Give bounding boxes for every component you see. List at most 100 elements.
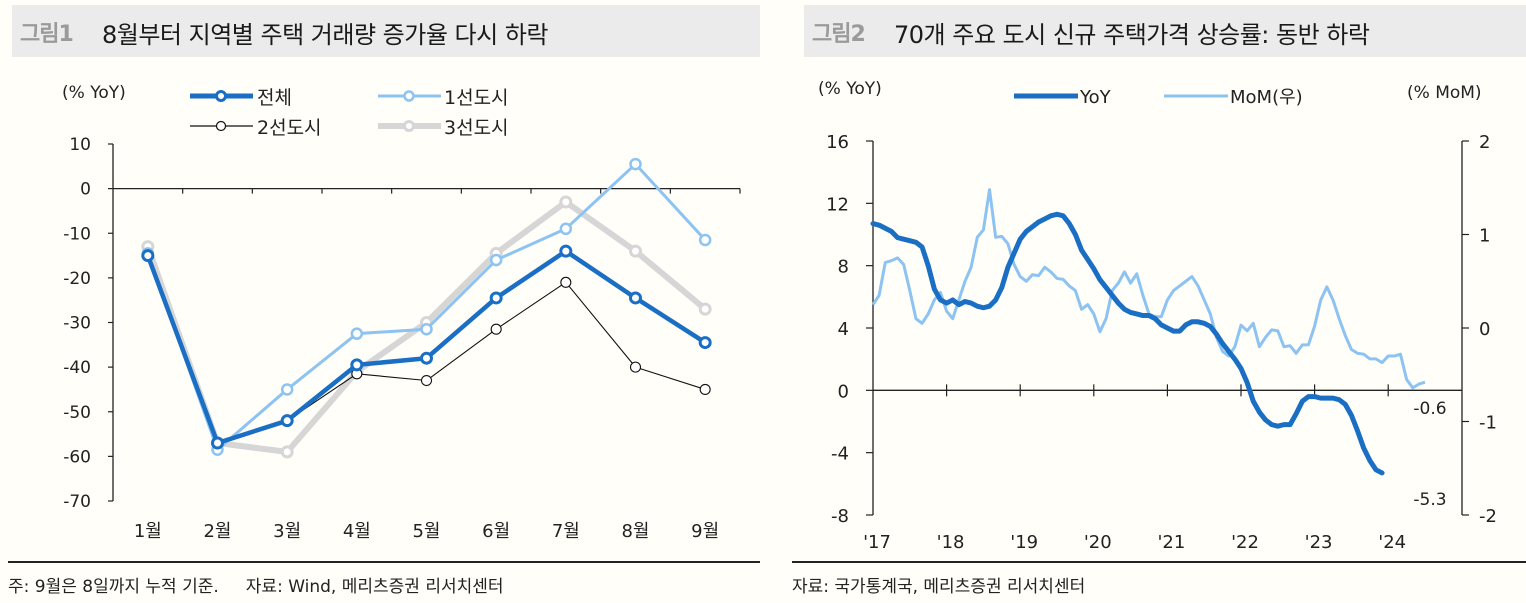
chart2-left-tick-label: -4 xyxy=(831,444,849,465)
figure1-bottom-rule xyxy=(8,561,760,563)
data-point-tier2 xyxy=(699,383,711,395)
chart1-x-tick-label: 8월 xyxy=(621,521,649,542)
chart2-left-tick-label: -8 xyxy=(831,506,849,527)
chart2-series xyxy=(870,188,1426,476)
chart1-ylabel: (% YoY) xyxy=(62,83,126,103)
series-line-mom xyxy=(871,188,1426,390)
chart1-x-tick-label: 3월 xyxy=(273,521,301,542)
figure1-panel: 그림1 8월부터 지역별 주택 거래량 증가율 다시 하락 주: 9월은 8일까… xyxy=(0,0,760,603)
legend-item-yoy: YoY xyxy=(1014,87,1112,108)
legend-tier1-label: 1선도시 xyxy=(444,87,509,109)
chart1-series xyxy=(141,157,712,459)
data-point-tier1 xyxy=(559,222,573,236)
data-point-total xyxy=(141,249,155,263)
chart2-left-tick-label: 12 xyxy=(826,194,849,215)
chart2-x-tick-label: '17 xyxy=(863,532,891,553)
figure2-source-note: 자료: 국가통계국, 메리츠증권 리서치센터 xyxy=(792,577,1086,597)
chart2-axes: 16 12 8 4 0 -4 -8 2 1 0 -1 -2 '17 '18 '19 '20 '21 '22 '23 '… xyxy=(826,132,1497,553)
annotation-mom-latest: -0.6 xyxy=(1413,399,1446,419)
chart1-y-tick-label: 10 xyxy=(69,135,91,155)
legend-item-total: 전체 xyxy=(190,87,292,109)
chart2-x-tick-label: '19 xyxy=(1010,532,1038,553)
figure1-title-bar: 그림1 8월부터 지역별 주택 거래량 증가율 다시 하락 xyxy=(12,5,760,57)
legend-item-tier1: 1선도시 xyxy=(378,87,509,109)
chart2-ylabel-right: (% MoM) xyxy=(1407,83,1482,103)
data-point-total xyxy=(698,336,712,350)
data-point-tier1 xyxy=(698,233,712,247)
data-point-tier1 xyxy=(420,322,433,336)
chart2-left-tick-label: 16 xyxy=(826,132,849,153)
chart2-left-tick-label: 0 xyxy=(838,381,849,402)
chart1-x-tick-label: 7월 xyxy=(552,521,580,542)
chart1-x-tick-label: 5월 xyxy=(412,521,440,542)
figure2-title: 70개 주요 도시 신규 주택가격 상승률: 동반 하락 xyxy=(894,21,1370,49)
chart1-y-tick-label: -70 xyxy=(63,492,91,512)
chart1-y-tick-label: -20 xyxy=(63,269,91,289)
data-point-tier2 xyxy=(629,361,642,373)
figure1-label: 그림1 xyxy=(20,22,74,47)
chart1-x-tick-label: 4월 xyxy=(343,521,371,542)
chart1-x-tick-label: 9월 xyxy=(691,521,719,542)
figure2-label: 그림2 xyxy=(812,22,866,47)
chart1-y-tick-label: -60 xyxy=(63,447,91,467)
chart2-right-tick-label: 2 xyxy=(1479,132,1490,153)
data-point-tier1 xyxy=(489,253,503,267)
data-point-tier1 xyxy=(350,327,364,340)
chart2-x-tick-label: '24 xyxy=(1378,532,1406,553)
legend-total-label: 전체 xyxy=(257,87,292,109)
data-point-tier3 xyxy=(698,302,712,316)
legend-tier3-marker xyxy=(403,120,415,132)
data-point-tier3 xyxy=(280,445,294,459)
data-point-tier3 xyxy=(559,195,573,209)
data-point-total xyxy=(489,291,503,305)
chart1-x-tick-label: 2월 xyxy=(203,521,231,542)
data-point-total xyxy=(559,244,573,258)
chart1-legend: 전체 1선도시 2선도시 3선도시 xyxy=(190,87,509,139)
chart1-y-tick-label: -30 xyxy=(63,314,91,334)
legend-item-tier2: 2선도시 xyxy=(190,117,322,139)
chart1-x-tick-label: 6월 xyxy=(482,521,510,542)
legend-tier2-label: 2선도시 xyxy=(257,117,322,139)
legend-mom-label: MoM(우) xyxy=(1230,87,1303,108)
chart2-x-tick-label: '21 xyxy=(1157,532,1185,553)
data-point-tier1 xyxy=(629,157,642,171)
chart2-right-tick-label: 1 xyxy=(1479,226,1490,247)
legend-tier1-marker xyxy=(403,90,415,102)
chart2-right-tick-label: -2 xyxy=(1479,506,1497,527)
figure2-panel: 그림2 70개 주요 도시 신규 주택가격 상승률: 동반 하락 자료: 국가통… xyxy=(786,0,1526,603)
chart1-y-tick-label: 0 xyxy=(80,180,91,200)
chart1-y-tick-label: -40 xyxy=(63,358,91,378)
series-total xyxy=(141,244,712,450)
chart2-right-tick-label: -1 xyxy=(1479,413,1497,434)
data-point-total xyxy=(420,351,433,365)
legend-total-marker xyxy=(215,90,227,102)
chart2-right-tick-label: 0 xyxy=(1479,319,1490,340)
legend-item-mom: MoM(우) xyxy=(1164,87,1303,108)
legend-yoy-label: YoY xyxy=(1079,87,1112,108)
chart2-left-tick-label: 8 xyxy=(838,257,849,278)
figure2-bottom-rule xyxy=(792,561,1526,563)
chart2-x-tick-label: '22 xyxy=(1231,532,1259,553)
annotation-yoy-latest: -5.3 xyxy=(1413,490,1446,510)
data-point-total xyxy=(211,436,224,450)
data-point-tier2 xyxy=(490,323,502,335)
chart2-x-tick-label: '23 xyxy=(1305,532,1333,553)
chart1-axes: 10 0 -10 -20 -30 -40 -50 -60 -70 1월 2월 3월 4월 5월 6월 7월 8월… xyxy=(63,135,741,542)
chart1-y-tick-label: -10 xyxy=(63,224,91,244)
figure2-title-bar: 그림2 70개 주요 도시 신규 주택가격 상승률: 동반 하락 xyxy=(804,5,1526,57)
chart1-x-tick-label: 1월 xyxy=(134,521,162,542)
data-point-tier1 xyxy=(280,383,294,396)
data-point-tier3 xyxy=(629,244,642,258)
data-point-total xyxy=(350,358,364,372)
series-line-yoy xyxy=(870,211,1385,476)
data-point-tier2 xyxy=(420,374,433,387)
legend-tier3-label: 3선도시 xyxy=(444,117,509,139)
figure1-title: 8월부터 지역별 주택 거래량 증가율 다시 하락 xyxy=(102,21,548,49)
chart2-x-tick-label: '20 xyxy=(1084,532,1112,553)
data-point-total xyxy=(629,291,642,305)
chart2-ylabel-left: (% YoY) xyxy=(818,79,882,99)
legend-item-tier3: 3선도시 xyxy=(378,117,509,139)
legend-tier2-marker xyxy=(215,120,227,132)
